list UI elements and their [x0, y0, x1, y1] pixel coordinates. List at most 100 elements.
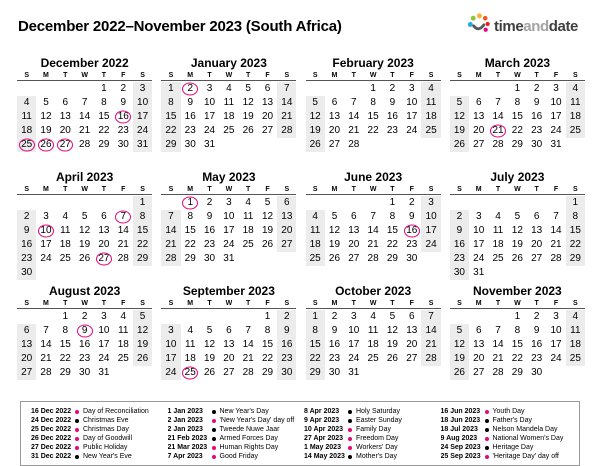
day-cell: 12	[242, 97, 254, 108]
empty-day-cell	[546, 196, 565, 210]
day-cell: 1	[370, 83, 376, 94]
day-cell: 15	[511, 339, 523, 350]
legend-holiday-name: Father's Day	[492, 417, 532, 424]
day-cell: 11	[492, 225, 504, 236]
legend-entry: 26 Dec 2022 Day of Goodwill	[31, 434, 160, 443]
day-cell: 7	[421, 310, 441, 324]
day-cell: 13	[59, 111, 71, 122]
day-cell: 26	[36, 138, 55, 152]
day-cell: 10	[550, 97, 562, 108]
legend-date: 2 Jan 2023	[167, 426, 203, 433]
legend-date: 24 Sep 2023	[440, 444, 481, 451]
day-cell: 7	[370, 211, 376, 222]
day-cell: 18	[223, 111, 235, 122]
day-cell: 3	[351, 311, 357, 322]
day-of-week-header: W	[219, 185, 239, 195]
observance-dot-icon	[211, 427, 216, 432]
day-cell: 24	[550, 125, 562, 136]
empty-day-cell	[421, 252, 440, 266]
day-of-week-header: T	[344, 71, 364, 81]
day-of-week-header: S	[305, 71, 325, 81]
legend-date: 21 Feb 2023	[167, 435, 208, 442]
legend-holiday-name: New Year's Day	[219, 408, 269, 415]
day-cell: 2	[81, 311, 88, 322]
month-grid: S M T W T F S 1 2 3 4 5 6 7 8 9 10 11 12 13 14 15 16 17 18 19 20 21…	[449, 71, 585, 152]
day-cell: 20	[473, 353, 485, 364]
day-cell: 19	[449, 124, 470, 138]
day-cell: 24	[473, 253, 485, 264]
day-cell: 16	[328, 339, 341, 350]
day-of-week-header: M	[180, 299, 200, 309]
day-of-week-header: W	[363, 299, 383, 309]
day-cell: 1	[305, 310, 325, 324]
day-cell: 8	[514, 325, 521, 336]
day-cell: 25	[367, 353, 379, 364]
day-cell: 8	[565, 210, 585, 224]
month-july-2023: July 2023 S M T W T F S 1 2 3 4 5 6 7 8 9 10 11 12 13 14 15 16 1…	[449, 170, 585, 283]
day-cell: 16	[277, 338, 297, 352]
day-cell: 12	[40, 111, 52, 122]
day-cell: 13	[328, 111, 341, 122]
day-cell: 29	[184, 253, 196, 264]
day-cell: 29	[565, 252, 585, 266]
day-of-week-header: T	[238, 185, 258, 195]
day-of-week-header: T	[238, 299, 258, 309]
day-cell: 26	[449, 138, 470, 152]
day-cell: 6	[533, 211, 540, 222]
day-cell: 5	[206, 325, 213, 336]
day-cell: 5	[449, 324, 470, 338]
day-cell: 17	[473, 239, 485, 250]
day-of-week-header: F	[257, 71, 278, 81]
legend-holiday-name: Youth Day	[492, 408, 525, 415]
holiday-dot-icon	[75, 445, 79, 450]
day-cell: 23	[531, 125, 543, 136]
day-cell: 16	[17, 238, 37, 252]
day-cell: 29	[305, 366, 325, 380]
day-of-week-header: T	[55, 71, 75, 81]
observance-dot-icon	[75, 454, 79, 459]
legend-date: 1 Jan 2023	[167, 408, 203, 415]
day-cell: 1	[161, 82, 181, 96]
day-cell: 24	[223, 239, 235, 250]
day-cell: 16	[386, 111, 398, 122]
month-june-2023: June 2023 S M T W T F S 1 2 3 4 5 6 7 8 9 10 11 12 13 14 15 16 1…	[305, 170, 441, 283]
day-cell: 2	[120, 83, 127, 94]
day-cell: 27	[531, 253, 543, 264]
month-grid: S M T W T F S 1 2 3 4 5 6 7 8 9 10 11 12 13 14 15 16 17 18 19 20 21…	[449, 185, 585, 280]
day-of-week-header: T	[344, 299, 364, 309]
day-cell: 10	[132, 96, 153, 110]
month-grid: S M T W T F S 1 2 3 4 5 6 7 8 9 10 11 12 13 14 15 16 17 18 19 20 21…	[161, 71, 297, 152]
day-cell: 18	[421, 110, 441, 124]
day-cell: 1	[264, 311, 271, 322]
month-march-2023: March 2023 S M T W T F S 1 2 3 4 5 6 7 8 9 10 11 12 13 14 15 16…	[449, 56, 585, 169]
day-cell: 2	[533, 83, 540, 94]
empty-day-cell	[469, 310, 488, 324]
legend-date: 25 Dec 2022	[31, 426, 72, 433]
day-cell: 3	[553, 83, 559, 94]
day-cell: 12	[79, 225, 91, 236]
day-cell: 14	[367, 225, 379, 236]
day-cell: 3	[226, 197, 232, 208]
day-cell: 17	[406, 111, 418, 122]
day-of-week-header: T	[382, 299, 403, 309]
day-cell: 21	[492, 353, 504, 364]
day-cell: 31	[223, 253, 235, 264]
day-cell: 15	[305, 338, 325, 352]
day-cell: 21	[79, 125, 91, 136]
day-cell: 8	[161, 96, 181, 110]
day-cell: 10	[161, 338, 181, 352]
day-cell: 13	[348, 225, 360, 236]
day-of-week-header: F	[113, 185, 133, 195]
day-cell: 12	[511, 225, 523, 236]
day-cell: 27	[406, 353, 418, 364]
month-title: June 2023	[344, 170, 403, 184]
day-of-week-header: T	[344, 185, 364, 195]
empty-day-cell	[421, 138, 440, 152]
day-cell: 9	[533, 97, 540, 108]
day-cell: 7	[553, 211, 559, 222]
observance-dot-icon	[211, 436, 216, 441]
empty-day-cell	[17, 82, 36, 96]
day-cell: 5	[449, 96, 470, 110]
day-cell: 15	[161, 110, 181, 124]
month-grid: S M T W T F S 1 2 3 4 5 6 7 8 9 10 11 12 13 14 15 16 17 18 19 20 21…	[449, 299, 585, 380]
